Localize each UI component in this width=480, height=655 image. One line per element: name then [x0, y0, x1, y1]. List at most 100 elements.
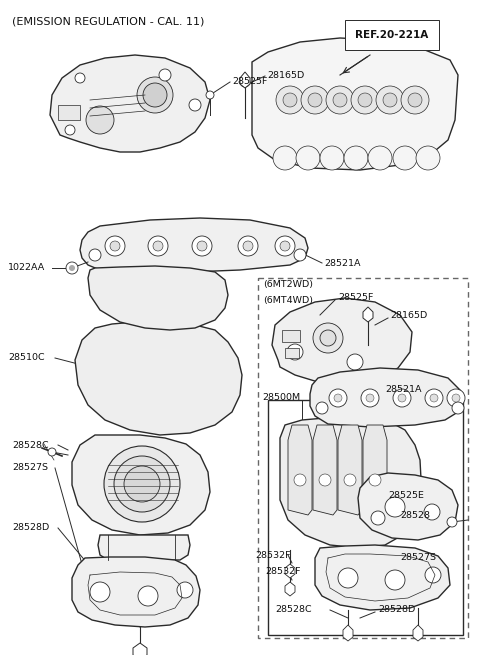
Circle shape — [368, 146, 392, 170]
Text: (6MT4WD): (6MT4WD) — [263, 295, 313, 305]
Text: 28527S: 28527S — [12, 464, 48, 472]
Circle shape — [344, 474, 356, 486]
Circle shape — [383, 93, 397, 107]
Circle shape — [416, 146, 440, 170]
Circle shape — [430, 394, 438, 402]
Circle shape — [273, 146, 297, 170]
Polygon shape — [285, 582, 295, 596]
Circle shape — [137, 77, 173, 113]
Text: 28510C: 28510C — [8, 354, 45, 362]
Text: 28532F: 28532F — [265, 567, 300, 576]
Circle shape — [308, 93, 322, 107]
Circle shape — [393, 146, 417, 170]
Circle shape — [313, 323, 343, 353]
Circle shape — [393, 389, 411, 407]
Circle shape — [398, 394, 406, 402]
Polygon shape — [240, 72, 250, 88]
Circle shape — [143, 83, 167, 107]
Circle shape — [177, 582, 193, 598]
Circle shape — [366, 394, 374, 402]
Text: 28528D: 28528D — [378, 605, 415, 614]
Circle shape — [69, 265, 75, 271]
Text: 28521A: 28521A — [385, 386, 421, 394]
Bar — [58, 105, 80, 120]
Circle shape — [320, 146, 344, 170]
Circle shape — [296, 146, 320, 170]
Polygon shape — [363, 425, 387, 515]
Polygon shape — [98, 535, 190, 560]
Bar — [268, 400, 463, 635]
Polygon shape — [80, 218, 308, 272]
Circle shape — [369, 474, 381, 486]
Polygon shape — [310, 368, 462, 427]
Circle shape — [105, 236, 125, 256]
Circle shape — [192, 236, 212, 256]
Circle shape — [189, 99, 201, 111]
Polygon shape — [338, 425, 362, 515]
Circle shape — [344, 146, 368, 170]
Circle shape — [385, 570, 405, 590]
Text: 1022AA: 1022AA — [8, 263, 45, 272]
Circle shape — [371, 511, 385, 525]
Circle shape — [287, 344, 303, 360]
Text: 28528C: 28528C — [12, 441, 48, 449]
Circle shape — [110, 241, 120, 251]
Circle shape — [447, 389, 465, 407]
Text: 28528: 28528 — [400, 510, 430, 519]
Circle shape — [334, 394, 342, 402]
Polygon shape — [363, 307, 373, 322]
Circle shape — [283, 93, 297, 107]
Polygon shape — [75, 322, 242, 435]
Text: 28525F: 28525F — [232, 77, 267, 86]
Polygon shape — [288, 425, 312, 515]
Circle shape — [114, 456, 170, 512]
Circle shape — [329, 389, 347, 407]
Circle shape — [424, 504, 440, 520]
Text: REF.20-221A: REF.20-221A — [355, 30, 428, 40]
Circle shape — [385, 497, 405, 517]
Circle shape — [316, 402, 328, 414]
Polygon shape — [285, 564, 295, 578]
Circle shape — [408, 93, 422, 107]
Polygon shape — [313, 425, 337, 515]
Circle shape — [65, 125, 75, 135]
Circle shape — [66, 262, 78, 274]
Circle shape — [447, 517, 457, 527]
Circle shape — [319, 474, 331, 486]
Circle shape — [320, 330, 336, 346]
Polygon shape — [280, 418, 422, 548]
Circle shape — [90, 582, 110, 602]
Circle shape — [206, 91, 214, 99]
Text: (6MT2WD): (6MT2WD) — [263, 280, 313, 290]
Text: 28165D: 28165D — [390, 312, 427, 320]
Circle shape — [240, 77, 250, 87]
Circle shape — [452, 394, 460, 402]
Bar — [285, 348, 299, 358]
Text: 28532F: 28532F — [255, 550, 290, 559]
Circle shape — [333, 93, 347, 107]
Circle shape — [104, 446, 180, 522]
Circle shape — [425, 567, 441, 583]
Circle shape — [197, 241, 207, 251]
Polygon shape — [272, 298, 412, 383]
Circle shape — [148, 236, 168, 256]
Circle shape — [153, 241, 163, 251]
Bar — [258, 278, 468, 638]
Text: 28527S: 28527S — [400, 553, 436, 563]
Circle shape — [75, 73, 85, 83]
Text: 28521A: 28521A — [324, 259, 360, 267]
Text: 28165D: 28165D — [267, 71, 304, 81]
Text: 28528C: 28528C — [275, 605, 312, 614]
Circle shape — [276, 86, 304, 114]
Circle shape — [48, 448, 56, 456]
Circle shape — [86, 106, 114, 134]
Polygon shape — [358, 473, 458, 540]
Polygon shape — [133, 643, 147, 655]
Circle shape — [275, 236, 295, 256]
Circle shape — [294, 249, 306, 261]
Polygon shape — [72, 435, 210, 535]
Circle shape — [358, 93, 372, 107]
Circle shape — [347, 354, 363, 370]
Polygon shape — [315, 545, 450, 610]
Circle shape — [238, 236, 258, 256]
